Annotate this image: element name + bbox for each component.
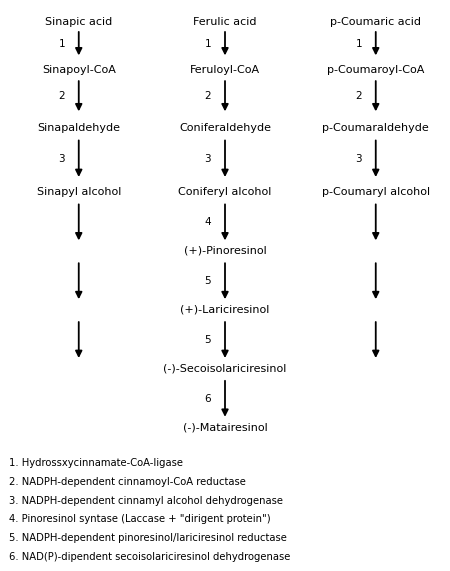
Text: 6: 6 (205, 394, 211, 404)
Text: 2: 2 (356, 91, 362, 101)
Text: 3: 3 (356, 154, 362, 164)
Text: p-Coumaric acid: p-Coumaric acid (330, 17, 421, 27)
Text: Sinapyl alcohol: Sinapyl alcohol (36, 187, 121, 197)
Text: 1. Hydrossxycinnamate-CoA-ligase: 1. Hydrossxycinnamate-CoA-ligase (9, 458, 183, 468)
Text: 1: 1 (58, 39, 65, 49)
Text: Coniferaldehyde: Coniferaldehyde (179, 123, 271, 133)
Text: 5. NADPH-dependent pinoresinol/lariciresinol reductase: 5. NADPH-dependent pinoresinol/laricires… (9, 533, 287, 544)
Text: (+)-Pinoresinol: (+)-Pinoresinol (184, 246, 266, 256)
Text: (+)-Lariciresinol: (+)-Lariciresinol (180, 304, 270, 315)
Text: 3: 3 (58, 154, 65, 164)
Text: Sinapoyl-CoA: Sinapoyl-CoA (42, 65, 116, 75)
Text: 5: 5 (205, 276, 211, 286)
Text: 3: 3 (205, 154, 211, 164)
Text: Ferulic acid: Ferulic acid (193, 17, 257, 27)
Text: 4. Pinoresinol syntase (Laccase + "dirigent protein"): 4. Pinoresinol syntase (Laccase + "dirig… (9, 514, 270, 525)
Text: 3. NADPH-dependent cinnamyl alcohol dehydrogenase: 3. NADPH-dependent cinnamyl alcohol dehy… (9, 496, 283, 506)
Text: 2. NADPH-dependent cinnamoyl-CoA reductase: 2. NADPH-dependent cinnamoyl-CoA reducta… (9, 477, 246, 487)
Text: 1: 1 (205, 39, 211, 49)
Text: Sinapaldehyde: Sinapaldehyde (37, 123, 120, 133)
Text: 4: 4 (205, 218, 211, 227)
Text: p-Coumaryl alcohol: p-Coumaryl alcohol (322, 187, 430, 197)
Text: p-Coumaroyl-CoA: p-Coumaroyl-CoA (327, 65, 424, 75)
Text: Sinapic acid: Sinapic acid (45, 17, 112, 27)
Text: 2: 2 (58, 91, 65, 101)
Text: Coniferyl alcohol: Coniferyl alcohol (178, 187, 272, 197)
Text: 1: 1 (356, 39, 362, 49)
Text: (-)-Matairesinol: (-)-Matairesinol (183, 422, 267, 432)
Text: (-)-Secoisolariciresinol: (-)-Secoisolariciresinol (163, 363, 287, 373)
Text: 2: 2 (205, 91, 211, 101)
Text: Feruloyl-CoA: Feruloyl-CoA (190, 65, 260, 75)
Text: 5: 5 (205, 335, 211, 345)
Text: 6. NAD(P)-dipendent secoisolariciresinol dehydrogenase: 6. NAD(P)-dipendent secoisolariciresinol… (9, 552, 290, 562)
Text: p-Coumaraldehyde: p-Coumaraldehyde (322, 123, 429, 133)
